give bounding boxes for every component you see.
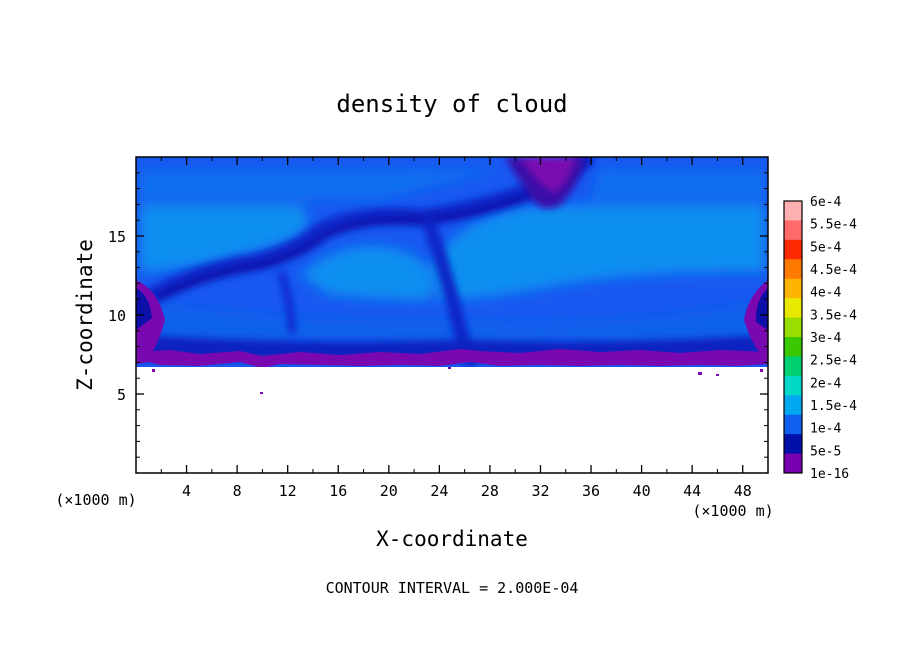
colorbar-label: 6e-4 [810,195,841,210]
light-band-upper-left [140,205,308,272]
x-tick-label: 4 [182,482,191,500]
colorbar-label: 2e-4 [810,376,841,391]
dark-left-swirl [136,288,152,330]
speck [698,372,702,375]
colorbar-label: 5e-5 [810,444,841,459]
mid-band-lower [140,300,765,340]
speck [760,369,763,372]
clear-region [136,367,768,473]
dark-right-swirl [755,288,768,330]
colorbar-label: 1.5e-4 [810,399,857,414]
x-unit-left: (×1000 m) [55,491,136,509]
speck [716,374,719,376]
dark-filament-core [157,157,585,299]
x-tick-label: 28 [481,482,499,500]
mid-band-right-top [590,170,765,200]
colorbar: 6e-4 5.5e-4 5e-4 4.5e-4 4e-4 3.5e-4 3e-4 2.5e-4… [783,195,857,482]
colorbar-swatch [784,220,802,241]
colorbar-swatch [784,395,802,416]
colorbar-swatch [784,278,802,299]
x-tick-label: 24 [430,482,448,500]
colorbar-label: 3e-4 [810,331,841,346]
colorbar-label: 5e-4 [810,240,841,255]
colorbar-swatch [784,201,802,221]
colorbar-swatch [784,434,802,455]
x-tick-label: 20 [380,482,398,500]
dark-filament [141,157,594,307]
dark-stem-2 [278,271,296,334]
colorbar-label: 4.5e-4 [810,263,857,278]
x-tick-label: 36 [582,482,600,500]
colorbar-label: 5.5e-4 [810,218,857,233]
x-tick-label: 12 [279,482,297,500]
chart-title: density of cloud [336,90,567,118]
colorbar-swatch [784,337,802,357]
light-band-right [430,205,765,300]
speck [152,369,155,372]
y-tick-label: 15 [108,228,126,246]
purple-base-fringe [136,349,768,368]
y-tick-label: 5 [117,386,126,404]
colorbar-frame [783,200,803,474]
x-tick-label: 16 [329,482,347,500]
x-tick-label: 8 [233,482,242,500]
x-tick-label: 48 [734,482,752,500]
x-unit-right: (×1000 m) [692,502,773,520]
colorbar-label: 3.5e-4 [810,308,857,323]
colorbar-swatch [784,239,802,260]
colorbar-swatch [784,259,802,280]
colorbar-label: 1e-4 [810,422,841,437]
contour-interval-note: CONTOUR INTERVAL = 2.000E-04 [326,579,579,597]
density-field [136,157,768,473]
colorbar-label: 4e-4 [810,286,841,301]
x-tick-label: 44 [683,482,701,500]
colorbar-swatch [784,414,802,435]
colorbar-label: 2.5e-4 [810,354,857,369]
colorbar-label: 1e-16 [810,467,849,482]
x-tick-label: 40 [633,482,651,500]
x-axis-label: X-coordinate [376,527,528,551]
colorbar-swatch [784,375,802,396]
speck [448,367,451,369]
y-axis-label: Z-coordinate [73,239,97,391]
mid-band-top [140,170,500,200]
light-band-center [300,245,432,300]
y-tick-label: 10 [108,307,126,325]
colorbar-swatch [784,453,802,474]
colorbar-swatch [784,298,802,319]
speck [260,392,263,394]
colorbar-swatch [784,356,802,377]
x-tick-label: 32 [531,482,549,500]
colorbar-swatch [784,317,802,338]
